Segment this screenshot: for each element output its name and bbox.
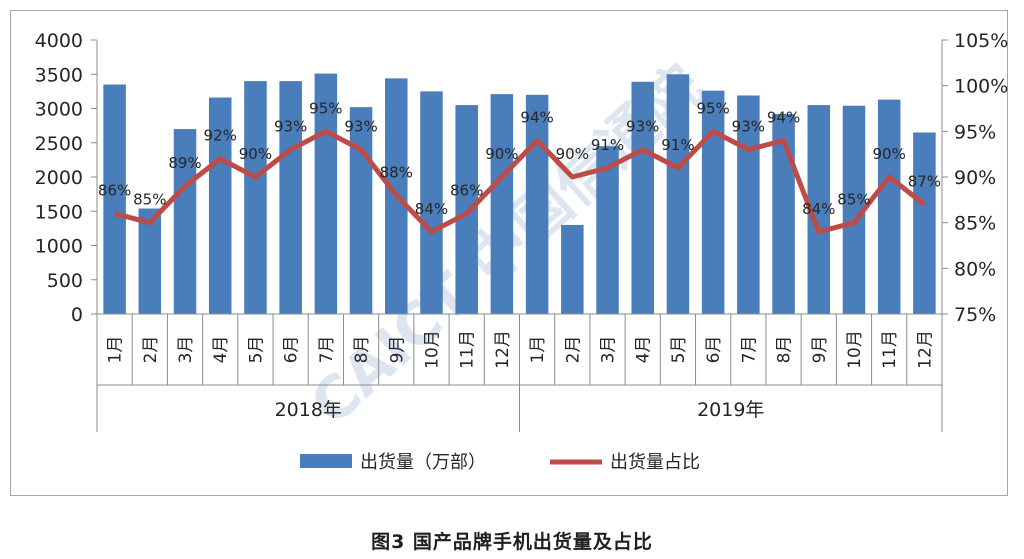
share-data-label: 93% — [344, 118, 377, 136]
left-tick-label: 2500 — [35, 133, 83, 155]
left-tick-label: 0 — [71, 304, 83, 326]
bar — [455, 105, 478, 314]
bar — [525, 94, 549, 314]
share-data-label: 87% — [908, 172, 941, 190]
legend-bar-label: 出货量（万部） — [360, 452, 486, 473]
share-data-label: 93% — [626, 118, 659, 136]
month-label: 1月 — [528, 336, 548, 364]
year-label: 2019年 — [697, 399, 764, 421]
bar — [490, 94, 514, 315]
month-label: 1月 — [106, 336, 126, 364]
share-data-label: 92% — [204, 127, 237, 145]
bar — [420, 91, 443, 314]
month-label: 12月 — [915, 330, 935, 369]
share-data-label: 90% — [485, 145, 518, 163]
bar — [666, 74, 690, 314]
bar — [631, 81, 654, 314]
bar — [138, 208, 162, 314]
bar — [772, 113, 795, 314]
bar — [913, 132, 936, 314]
month-label: 12月 — [493, 330, 513, 369]
month-label: 2月 — [563, 336, 583, 364]
month-label: 9月 — [810, 336, 830, 364]
month-label: 9月 — [387, 336, 407, 364]
bar — [208, 97, 232, 314]
share-data-label: 93% — [732, 118, 765, 136]
left-tick-label: 500 — [47, 270, 83, 292]
month-label: 11月 — [880, 330, 900, 369]
month-label: 5月 — [669, 336, 689, 364]
bar — [349, 107, 373, 314]
share-data-label: 91% — [661, 136, 694, 154]
bar — [596, 146, 619, 314]
chart-svg: CAICT 中国信通院05001000150020002500300035004… — [35, 30, 1009, 473]
month-label: 6月 — [282, 336, 302, 364]
share-data-label: 94% — [520, 108, 553, 126]
bar — [103, 84, 126, 315]
year-label: 2018年 — [275, 399, 342, 421]
chart-frame — [10, 10, 1008, 496]
bar — [807, 105, 831, 314]
bar — [173, 129, 197, 314]
right-tick-label: 105% — [954, 30, 1008, 52]
right-tick-label: 100% — [954, 76, 1008, 98]
month-label: 10月 — [422, 330, 442, 369]
bar — [561, 224, 584, 314]
share-data-label: 89% — [168, 154, 201, 172]
right-tick-label: 90% — [954, 167, 996, 189]
month-label: 7月 — [739, 336, 759, 364]
share-data-label: 95% — [309, 99, 342, 117]
bar — [701, 90, 725, 314]
share-data-label: 86% — [450, 182, 483, 200]
right-tick-label: 95% — [954, 121, 996, 143]
share-data-label: 90% — [239, 145, 272, 163]
share-data-label: 95% — [696, 99, 729, 117]
share-data-label: 91% — [591, 136, 624, 154]
month-label: 11月 — [458, 330, 478, 369]
share-data-label: 90% — [873, 145, 906, 163]
month-label: 6月 — [704, 336, 724, 364]
legend-line-label: 出货量占比 — [610, 452, 700, 473]
left-tick-label: 1000 — [35, 236, 83, 258]
right-tick-label: 85% — [954, 213, 996, 235]
month-label: 10月 — [845, 330, 865, 369]
share-data-label: 86% — [98, 182, 131, 200]
bar — [244, 81, 267, 314]
month-label: 8月 — [775, 336, 795, 364]
left-tick-label: 4000 — [35, 30, 83, 52]
share-data-label: 85% — [133, 191, 166, 209]
month-label: 4月 — [634, 336, 654, 364]
share-data-label: 84% — [802, 200, 835, 218]
month-label: 7月 — [317, 336, 337, 364]
bar — [842, 105, 866, 314]
right-tick-label: 75% — [954, 304, 996, 326]
left-tick-label: 1500 — [35, 201, 83, 223]
share-data-label: 90% — [556, 145, 589, 163]
month-label: 2月 — [141, 336, 161, 364]
right-tick-label: 80% — [954, 258, 996, 280]
share-data-label: 94% — [767, 108, 800, 126]
share-line — [113, 128, 926, 235]
month-label: 3月 — [176, 336, 196, 364]
month-label: 5月 — [246, 336, 266, 364]
share-data-label: 88% — [380, 163, 413, 181]
left-tick-label: 3500 — [35, 64, 83, 86]
left-tick-label: 3000 — [35, 99, 83, 121]
month-label: 4月 — [211, 336, 231, 364]
share-data-label: 84% — [415, 200, 448, 218]
bar — [877, 99, 901, 314]
share-data-label: 93% — [274, 118, 307, 136]
figure-caption: 图3 国产品牌手机出货量及占比 — [371, 531, 653, 553]
left-tick-label: 2000 — [35, 167, 83, 189]
month-label: 3月 — [599, 336, 619, 364]
legend-bar-swatch — [300, 454, 352, 468]
month-label: 8月 — [352, 336, 372, 364]
share-data-label: 85% — [837, 191, 870, 209]
bar — [279, 81, 302, 314]
